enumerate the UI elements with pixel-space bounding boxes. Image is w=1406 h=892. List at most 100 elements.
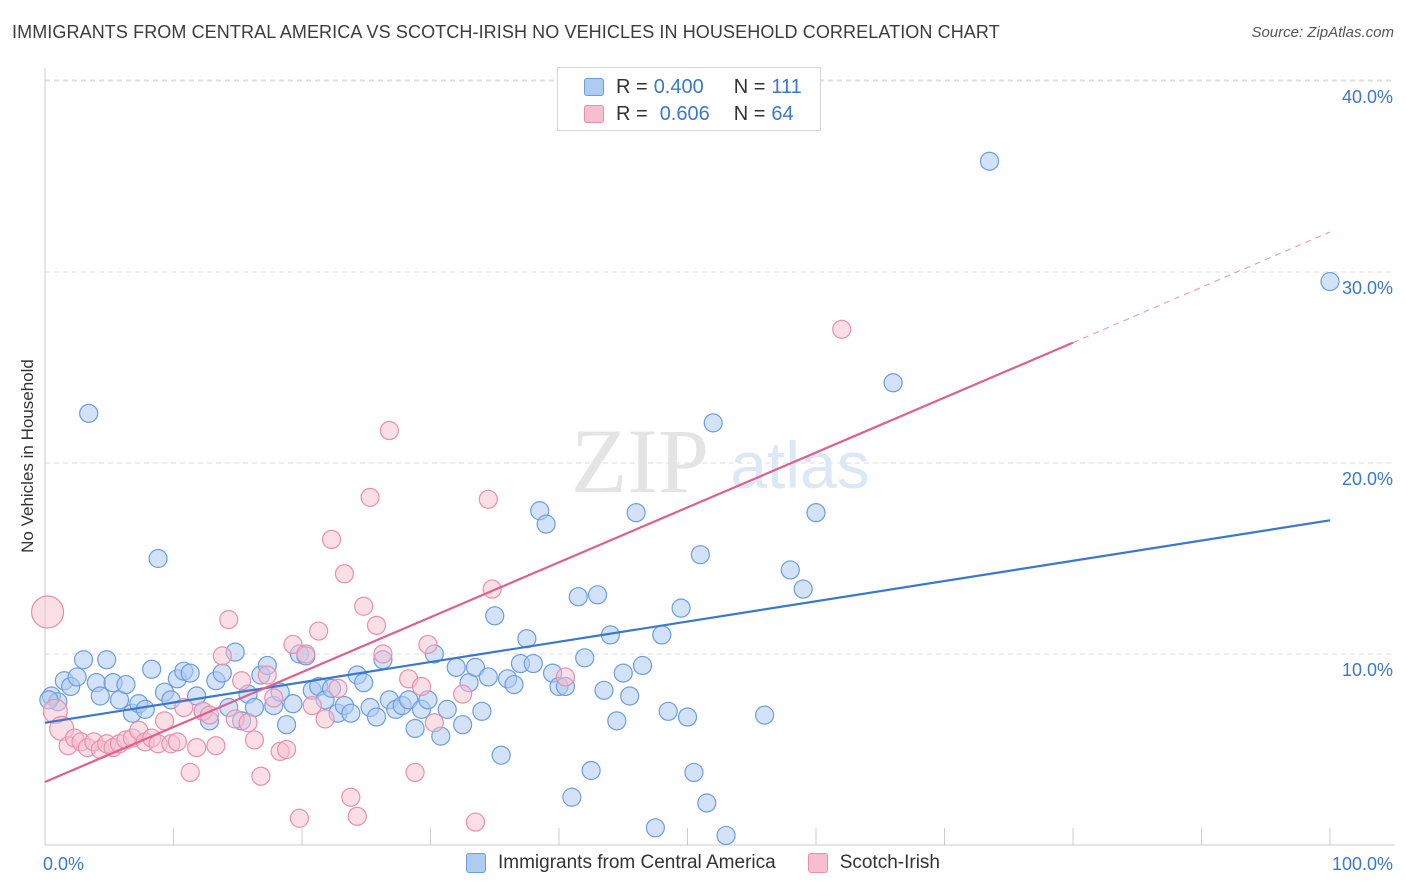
legend-r-label: R = (616, 102, 648, 125)
data-point-central-america (793, 579, 813, 599)
data-point-central-america (575, 648, 595, 668)
data-point-central-america (562, 787, 582, 807)
data-point-central-america (73, 650, 94, 670)
data-point-central-america (135, 699, 155, 719)
data-point-central-america (690, 545, 710, 565)
legend-r-label: R = (616, 75, 648, 98)
data-point-scotch-irish (354, 596, 374, 616)
data-point-central-america (716, 825, 736, 846)
x-tick-label: 100.0% (1332, 854, 1393, 874)
chart-title: IMMIGRANTS FROM CENTRAL AMERICA VS SCOTC… (12, 22, 1000, 42)
data-point-scotch-irish (424, 713, 444, 733)
y-tick-label: 40.0% (1342, 87, 1393, 107)
data-point-scotch-irish (321, 529, 342, 550)
data-point-scotch-irish (373, 644, 393, 664)
data-point-central-america (645, 818, 665, 838)
data-point-central-america (354, 673, 374, 693)
source-label: Source: ZipAtlas.com (1251, 24, 1394, 41)
data-point-central-america (79, 403, 99, 423)
data-point-central-america (684, 762, 704, 783)
data-point-central-america (504, 674, 524, 695)
data-point-central-america (703, 413, 723, 433)
data-point-central-america (883, 373, 903, 393)
data-point-scotch-irish (180, 762, 200, 783)
data-point-central-america (465, 657, 486, 677)
data-point-central-america (697, 793, 717, 813)
data-point-scotch-irish (167, 732, 187, 752)
data-point-central-america (437, 699, 457, 719)
data-point-central-america (283, 694, 303, 714)
data-point-central-america (806, 503, 826, 523)
tick-labels: 10.0% 20.0% 30.0% 40.0% 0.0% 100.0% (43, 87, 1393, 874)
data-point-central-america (485, 606, 505, 626)
data-point-central-america (587, 585, 608, 605)
data-point-central-america (399, 690, 419, 710)
data-point-central-america (341, 703, 361, 723)
series-scotch-irish (30, 100, 852, 832)
data-point-central-america (1320, 271, 1340, 292)
legend-n-value: 111 (771, 75, 802, 98)
data-point-central-america (754, 705, 775, 725)
data-point-scotch-irish (187, 737, 207, 758)
data-point-scotch-irish (309, 621, 329, 641)
trend-lines (44, 231, 1331, 783)
data-point-scotch-irish (30, 595, 65, 629)
data-point-scotch-irish (206, 736, 226, 756)
data-point-central-america (671, 598, 691, 618)
data-point-scotch-irish (232, 671, 252, 691)
y-tick-label: 10.0% (1342, 660, 1393, 680)
y-tick-label: 20.0% (1342, 469, 1393, 489)
data-point-central-america (90, 686, 110, 706)
legend-row-blue: R = 0.400 N = 111 (584, 75, 802, 99)
data-point-scotch-irish (251, 766, 271, 786)
series-legend-label: Scotch-Irish (839, 852, 940, 873)
data-point-scotch-irish (244, 730, 265, 750)
data-point-scotch-irish (219, 610, 239, 630)
data-point-scotch-irish (341, 787, 361, 807)
gridlines (45, 79, 1395, 655)
data-point-central-america (472, 701, 492, 721)
data-point-scotch-irish (289, 808, 310, 828)
data-point-central-america (613, 663, 633, 683)
x-tick-label: 0.0% (43, 854, 84, 874)
legend-swatch-blue (584, 78, 604, 96)
data-point-central-america (581, 760, 601, 781)
data-point-scotch-irish (212, 646, 232, 666)
data-point-central-america (568, 587, 588, 607)
data-point-central-america (979, 151, 1000, 171)
watermark-zip: ZIP (571, 410, 709, 512)
data-point-scotch-irish (366, 615, 387, 635)
data-point-central-america (626, 503, 646, 523)
data-point-central-america (523, 653, 543, 674)
data-point-scotch-irish (832, 319, 852, 339)
series-legend-item-scotch-irish: Scotch-Irish (807, 852, 940, 874)
data-point-scotch-irish (238, 713, 258, 733)
data-point-central-america (212, 663, 232, 683)
data-point-scotch-irish (411, 676, 432, 697)
data-point-scotch-irish (315, 709, 335, 729)
data-point-central-america (405, 718, 425, 739)
data-point-central-america (620, 686, 640, 706)
legend-n-value: 64 (771, 102, 794, 125)
data-point-central-america (536, 514, 556, 534)
data-point-scotch-irish (379, 420, 399, 441)
trend-line-scotch-irish (44, 341, 1074, 783)
legend-swatch-pink (584, 105, 604, 123)
data-point-central-america (446, 657, 466, 677)
trend-line-central-america (44, 519, 1331, 724)
data-point-central-america (116, 674, 136, 695)
data-point-central-america (142, 659, 162, 679)
data-point-scotch-irish (465, 812, 486, 832)
series-legend: Immigrants from Central America Scotch-I… (0, 852, 1406, 874)
data-point-scotch-irish (257, 665, 277, 685)
data-point-scotch-irish (283, 634, 303, 655)
trend-extension-scotch-irish (1072, 231, 1331, 344)
data-point-scotch-irish (555, 667, 576, 687)
data-point-central-america (478, 667, 498, 687)
series-legend-label: Immigrants from Central America (498, 852, 776, 873)
data-point-scotch-irish (347, 806, 367, 826)
data-point-scotch-irish (302, 695, 322, 716)
data-point-central-america (491, 745, 511, 765)
data-point-scotch-irish (453, 684, 473, 704)
series-legend-item-central-america: Immigrants from Central America (466, 852, 776, 874)
